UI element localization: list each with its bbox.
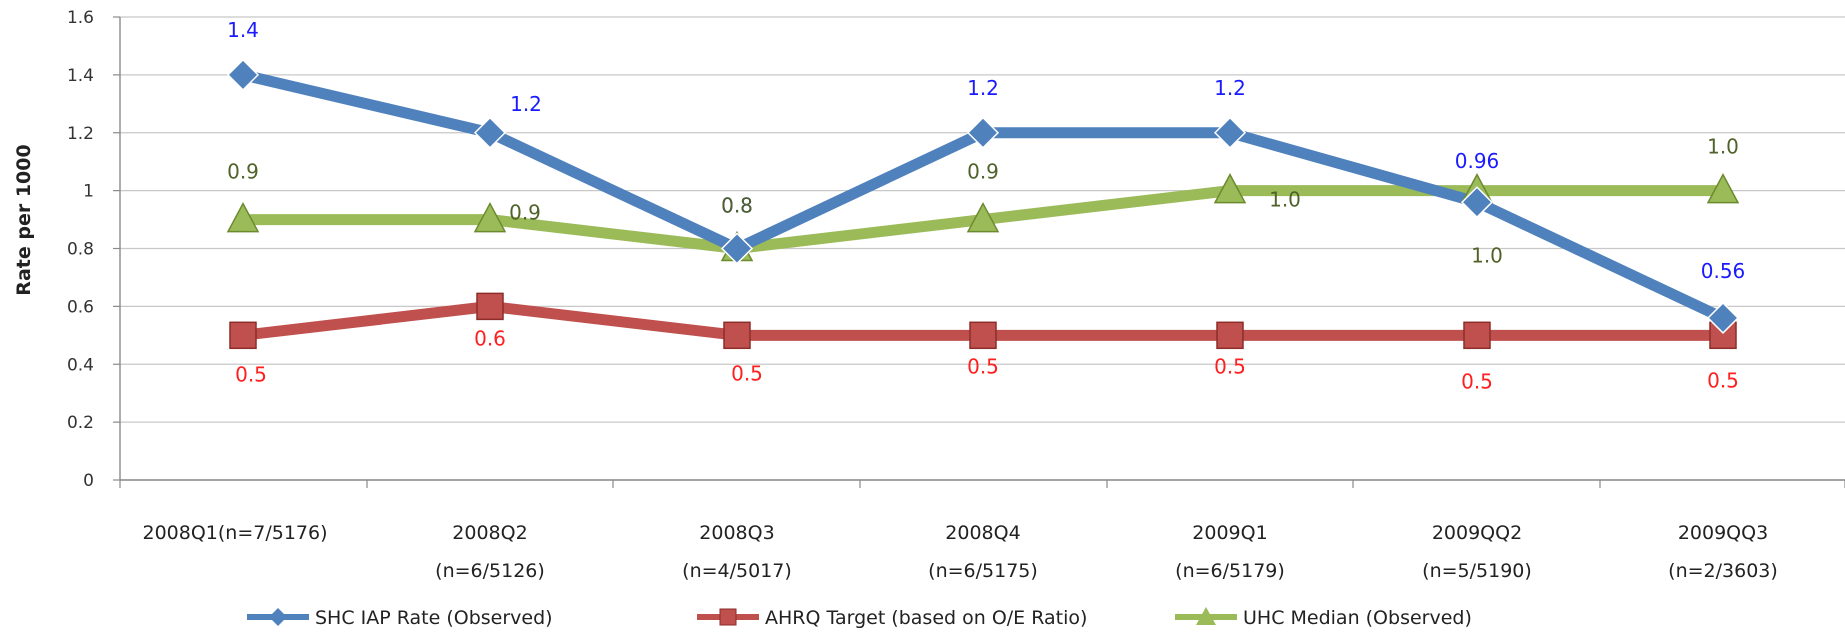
data-label: 0.5 <box>1461 369 1493 393</box>
data-label: 1.2 <box>510 92 542 116</box>
data-label: 0.56 <box>1701 259 1746 283</box>
x-tick-label: 2009QQ3 <box>1678 522 1768 544</box>
y-axis-ticks: 0 0.2 0.4 0.6 0.8 1 1.2 1.4 1.6 <box>67 8 120 491</box>
x-tick-label: (n=2/3603) <box>1668 560 1778 582</box>
series-line-0 <box>237 69 1729 324</box>
y-axis-label: Rate per 1000 <box>13 144 35 295</box>
marker-diamond <box>1213 116 1247 149</box>
marker-diamond <box>1706 301 1740 335</box>
y-tick-label: 1.6 <box>67 8 94 28</box>
legend-label: AHRQ Target (based on O/E Ratio) <box>765 607 1087 629</box>
x-axis: 2008Q1(n=7/5176) 2008Q2 (n=6/5126) 2008Q3 (n… <box>119 17 1845 582</box>
marker-diamond <box>1460 186 1494 219</box>
legend-marker-triangle <box>1196 607 1216 625</box>
data-label: 0.8 <box>721 194 753 218</box>
x-tick-label: (n=6/5126) <box>435 560 545 582</box>
marker-square <box>723 321 751 350</box>
data-label: 0.6 <box>474 326 506 350</box>
y-tick-label: 1.4 <box>67 66 94 86</box>
x-tick-label: (n=6/5179) <box>1175 560 1285 582</box>
marker-square <box>1463 321 1491 350</box>
marker-triangle <box>966 201 1000 233</box>
marker-triangle <box>1706 173 1740 204</box>
marker-diamond <box>720 232 754 265</box>
legend: SHC IAP Rate (Observed) AHRQ Target (base… <box>247 607 1472 629</box>
x-tick-label: 2009Q1 <box>1192 522 1267 544</box>
legend-marker-diamond <box>269 608 287 626</box>
marker-triangle <box>1213 173 1247 204</box>
data-label: 1.2 <box>1214 76 1246 100</box>
data-label: 0.9 <box>509 201 541 225</box>
x-tick-label: (n=4/5017) <box>682 560 792 582</box>
x-tick-label: 2008Q1(n=7/5176) <box>142 522 327 544</box>
gridlines <box>120 16 1845 481</box>
x-tick-label: 2008Q3 <box>699 522 774 544</box>
marker-square <box>969 321 997 350</box>
x-tick-label: 2008Q2 <box>452 522 527 544</box>
legend-label: SHC IAP Rate (Observed) <box>315 607 553 629</box>
series-markers <box>226 58 1740 350</box>
y-tick-label: 1 <box>83 182 94 202</box>
y-tick-label: 0.4 <box>67 355 94 375</box>
data-label: 1.0 <box>1471 244 1503 268</box>
marker-square <box>229 321 257 350</box>
legend-marker-square <box>719 608 737 626</box>
data-label: 0.5 <box>1214 354 1246 378</box>
marker-triangle <box>226 201 260 233</box>
y-tick-label: 1.2 <box>67 124 94 144</box>
y-tick-label: 0.8 <box>67 240 94 260</box>
data-label: 0.5 <box>235 362 267 386</box>
marker-diamond <box>966 116 1000 149</box>
data-label: 1.4 <box>227 18 259 42</box>
data-label: 0.8 <box>721 194 753 218</box>
data-label: 0.5 <box>1707 368 1739 392</box>
data-label: 0.5 <box>731 361 763 385</box>
y-tick-label: 0.6 <box>67 297 94 317</box>
data-label: 0.9 <box>967 160 999 184</box>
data-label: 0.5 <box>967 354 999 378</box>
data-label: 1.2 <box>967 76 999 100</box>
marker-square <box>476 292 504 321</box>
data-label: 0.9 <box>227 160 259 184</box>
data-label: 1.0 <box>1269 188 1301 212</box>
data-label: 1.0 <box>1707 135 1739 159</box>
marker-diamond <box>226 58 260 91</box>
y-tick-label: 0 <box>83 471 94 491</box>
x-tick-label: (n=6/5175) <box>928 560 1038 582</box>
x-tick-label: (n=5/5190) <box>1422 560 1532 582</box>
marker-square <box>1216 321 1244 350</box>
x-tick-label: 2008Q4 <box>945 522 1020 544</box>
data-labels: 1.4 1.2 0.8 1.2 1.2 0.96 0.56 0.5 0.6 0.5 0.5 0.5 0.… <box>227 18 1745 393</box>
legend-label: UHC Median (Observed) <box>1243 607 1472 629</box>
x-tick-label: 2009QQ2 <box>1432 522 1522 544</box>
marker-triangle <box>473 201 507 233</box>
data-label: 0.96 <box>1455 149 1500 173</box>
y-tick-label: 0.2 <box>67 413 94 433</box>
marker-diamond <box>473 116 507 149</box>
